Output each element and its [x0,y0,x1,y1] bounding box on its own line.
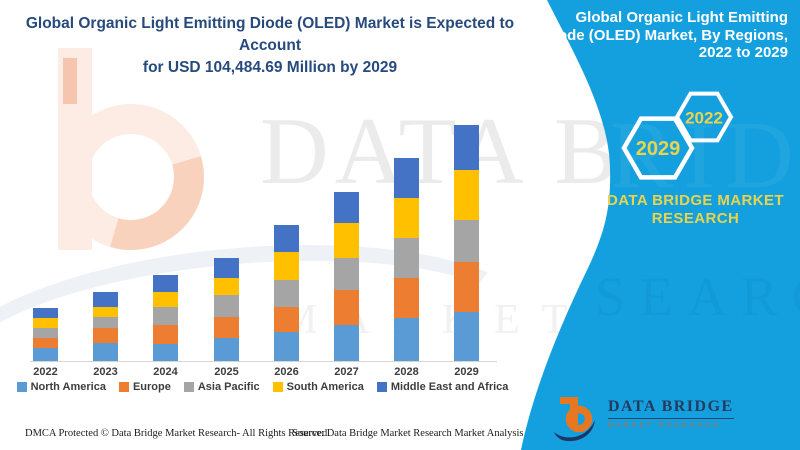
panel-title-line1: Global Organic Light Emitting [575,9,789,26]
bar-segment-2024-south-america [153,292,178,307]
logo-tagline: MARKET RESEARCH [608,422,721,429]
logo-name: DATA BRIDGE [608,398,734,419]
x-axis-label-2022: 2022 [33,366,58,378]
legend-label: Asia Pacific [197,381,260,393]
legend-item-south-america: South America [272,381,364,393]
hexagon-2029-label: 2029 [636,138,681,160]
bar-segment-2026-asia-pacific [274,280,299,307]
bar-segment-2024-middle-east-and-africa [153,275,178,292]
bar-segment-2027-south-america [334,223,359,258]
brand-name-text: DATA BRIDGE MARKET RESEARCH [598,192,793,228]
x-axis-label-2027: 2027 [334,366,359,378]
bar-segment-2029-south-america [454,170,479,220]
bar-segment-2028-south-america [394,198,419,238]
legend-label: North America [30,381,106,393]
bar-segment-2026-europe [274,307,299,332]
legend-label: Europe [132,381,171,393]
bar-segment-2028-europe [394,278,419,318]
bar-segment-2029-north-america [454,312,479,361]
brand-name-line2: RESEARCH [651,210,740,227]
bar-segment-2022-middle-east-and-africa [33,308,58,318]
bar-segment-2022-asia-pacific [33,328,58,338]
chart-legend: North America Europe Asia Pacific South Ame… [15,381,510,393]
bar-segment-2027-europe [334,290,359,325]
chart-title-line1: Global Organic Light Emitting Diode (OLE… [25,15,515,54]
panel-title-line2: Diode (OLED) Market, By Regions, [542,26,788,44]
dmca-notice: DMCA Protected © Data Bridge Market Rese… [25,428,330,439]
legend-swatch-icon [183,382,194,392]
legend-item-north-america: North America [16,381,106,393]
watermark-b-logo-bowl-accent [109,155,204,250]
x-axis-label-2029: 2029 [454,366,479,378]
bar-segment-2024-north-america [153,344,178,361]
legend-item-middle-east-and-africa: Middle East and Africa [376,381,509,393]
bar-segment-2026-middle-east-and-africa [274,225,299,252]
bar-segment-2027-asia-pacific [334,258,359,290]
bar-segment-2024-asia-pacific [153,307,178,325]
bar-segment-2025-south-america [214,278,239,295]
bar-segment-2026-south-america [274,252,299,280]
panel-title: Global Organic Light Emitting Diode (OLE… [540,9,788,62]
chart-title-line2: for USD 104,484.69 Million by 2029 [142,59,398,76]
panel-title-line3: 2022 to 2029 [698,44,788,61]
bar-segment-2029-asia-pacific [454,220,479,262]
legend-swatch-icon [272,382,283,392]
brand-panel: RIDGE SEARCH Global Organic Light Emitti… [500,0,800,450]
bar-segment-2023-asia-pacific [93,317,118,328]
chart-title: Global Organic Light Emitting Diode (OLE… [15,13,525,79]
bar-segment-2025-asia-pacific [214,295,239,317]
bar-segment-2028-middle-east-and-africa [394,158,419,198]
legend-item-europe: Europe [118,381,171,393]
year-hexagons: 2029 2022 [621,91,734,180]
bar-segment-2022-north-america [33,348,58,361]
x-axis-label-2025: 2025 [214,366,239,378]
bar-segment-2026-north-america [274,332,299,361]
bar-segment-2022-europe [33,338,58,348]
source-credit: Source: Data Bridge Market Research Mark… [292,428,575,439]
hexagon-2022-label: 2022 [685,109,723,128]
bar-segment-2025-europe [214,317,239,338]
legend-item-asia-pacific: Asia Pacific [183,381,260,393]
bar-segment-2028-asia-pacific [394,238,419,278]
hexagon-2029-icon [621,116,695,180]
brand-name-line1: DATA BRIDGE MARKET [607,192,784,209]
legend-label: South America [286,381,364,393]
legend-swatch-icon [118,382,129,392]
bar-segment-2023-middle-east-and-africa [93,292,118,307]
x-axis-label-2026: 2026 [274,366,299,378]
legend-swatch-icon [376,382,387,392]
bar-segment-2025-middle-east-and-africa [214,258,239,278]
hexagon-2022-icon [674,91,734,143]
x-axis-label-2024: 2024 [153,366,178,378]
bar-segment-2023-south-america [93,307,118,317]
legend-label: Middle East and Africa [390,381,509,393]
bar-segment-2025-north-america [214,338,239,361]
watermark-b-logo-bowl [58,104,204,250]
bar-segment-2023-europe [93,328,118,343]
bar-segment-2027-north-america [334,325,359,361]
bar-segment-2027-middle-east-and-africa [334,192,359,223]
bar-segment-2024-europe [153,325,178,344]
x-axis-label-2023: 2023 [93,366,118,378]
dbmr-logo-icon [554,397,595,442]
bar-segment-2029-europe [454,262,479,312]
x-axis-label-2028: 2028 [394,366,419,378]
x-axis-line [30,361,497,362]
bar-segment-2029-middle-east-and-africa [454,125,479,170]
legend-swatch-icon [16,382,27,392]
bar-segment-2023-north-america [93,343,118,361]
dbmr-logo: DATA BRIDGE MARKET RESEARCH [552,392,734,442]
bar-segment-2028-north-america [394,318,419,361]
bar-segment-2022-south-america [33,318,58,328]
